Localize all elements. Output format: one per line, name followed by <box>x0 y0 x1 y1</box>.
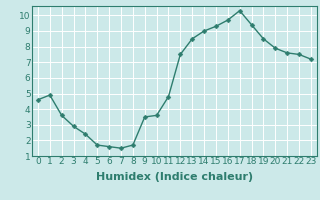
X-axis label: Humidex (Indice chaleur): Humidex (Indice chaleur) <box>96 172 253 182</box>
